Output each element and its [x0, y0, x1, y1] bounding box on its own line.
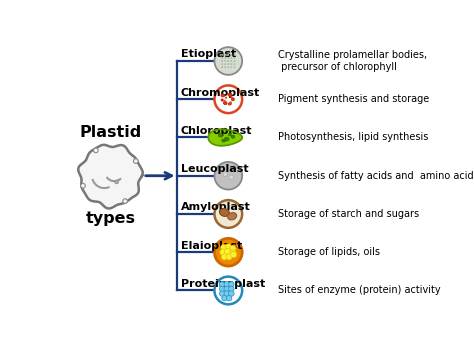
- Text: types: types: [85, 211, 136, 226]
- Circle shape: [228, 54, 229, 56]
- Text: Storage of lipids, oils: Storage of lipids, oils: [278, 247, 380, 257]
- Circle shape: [214, 162, 242, 190]
- Circle shape: [214, 85, 242, 113]
- Circle shape: [223, 100, 226, 102]
- Text: Chloroplast: Chloroplast: [181, 126, 252, 136]
- Circle shape: [228, 282, 234, 287]
- Circle shape: [219, 282, 225, 287]
- Circle shape: [230, 245, 236, 252]
- Circle shape: [224, 66, 226, 68]
- Circle shape: [230, 96, 233, 98]
- Circle shape: [214, 200, 242, 228]
- Circle shape: [123, 199, 128, 203]
- Text: Leucoplast: Leucoplast: [181, 164, 248, 174]
- Text: Proteinoplast: Proteinoplast: [181, 279, 265, 289]
- Circle shape: [93, 148, 98, 153]
- Circle shape: [234, 54, 236, 56]
- Circle shape: [224, 291, 229, 296]
- Circle shape: [228, 291, 234, 296]
- Circle shape: [224, 54, 226, 56]
- Circle shape: [226, 254, 232, 260]
- Circle shape: [227, 295, 232, 301]
- Text: Crystalline prolamellar bodies,
 precursor of chlorophyll: Crystalline prolamellar bodies, precurso…: [278, 50, 427, 72]
- Circle shape: [221, 254, 228, 260]
- Circle shape: [230, 54, 232, 56]
- Text: Amyloplast: Amyloplast: [181, 203, 250, 212]
- Text: Plastid: Plastid: [79, 125, 142, 140]
- Polygon shape: [78, 145, 143, 208]
- Circle shape: [214, 277, 242, 304]
- Ellipse shape: [223, 102, 227, 105]
- Circle shape: [228, 286, 234, 292]
- Ellipse shape: [225, 137, 229, 141]
- Ellipse shape: [219, 208, 229, 216]
- Circle shape: [228, 57, 229, 59]
- Circle shape: [221, 63, 223, 65]
- Circle shape: [230, 250, 236, 256]
- Circle shape: [221, 66, 223, 68]
- Text: Sites of enzyme (protein) activity: Sites of enzyme (protein) activity: [278, 285, 440, 295]
- Circle shape: [230, 57, 232, 59]
- Circle shape: [214, 238, 242, 266]
- Circle shape: [234, 60, 236, 62]
- Polygon shape: [208, 129, 242, 146]
- Ellipse shape: [222, 139, 226, 142]
- Circle shape: [221, 60, 223, 62]
- Circle shape: [223, 172, 228, 176]
- Circle shape: [228, 60, 229, 62]
- Circle shape: [221, 54, 223, 56]
- Circle shape: [224, 282, 229, 287]
- Circle shape: [220, 249, 226, 255]
- Circle shape: [234, 66, 236, 68]
- Ellipse shape: [228, 93, 232, 96]
- Circle shape: [229, 175, 234, 180]
- Ellipse shape: [221, 94, 225, 97]
- Text: Chromoplast: Chromoplast: [181, 88, 260, 98]
- Ellipse shape: [219, 133, 223, 137]
- Circle shape: [224, 63, 226, 65]
- Text: Elaioplast: Elaioplast: [181, 241, 242, 251]
- Text: Pigment synthesis and storage: Pigment synthesis and storage: [278, 94, 429, 104]
- Circle shape: [230, 63, 232, 65]
- Circle shape: [219, 286, 225, 292]
- Text: Storage of starch and sugars: Storage of starch and sugars: [278, 209, 419, 219]
- Circle shape: [234, 63, 236, 65]
- Ellipse shape: [231, 135, 235, 138]
- Text: Etioplast: Etioplast: [181, 49, 236, 60]
- Circle shape: [230, 60, 232, 62]
- Circle shape: [234, 57, 236, 59]
- Circle shape: [231, 252, 237, 258]
- Circle shape: [221, 57, 223, 59]
- Circle shape: [222, 295, 227, 301]
- Ellipse shape: [231, 98, 235, 101]
- Circle shape: [225, 244, 231, 250]
- Ellipse shape: [228, 133, 231, 136]
- Circle shape: [81, 183, 85, 188]
- Circle shape: [219, 291, 225, 296]
- Ellipse shape: [228, 213, 237, 220]
- Text: Synthesis of fatty acids and  amino acids: Synthesis of fatty acids and amino acids: [278, 171, 474, 181]
- Circle shape: [230, 66, 232, 68]
- Ellipse shape: [228, 103, 231, 105]
- Circle shape: [229, 101, 232, 103]
- Circle shape: [224, 57, 226, 59]
- Circle shape: [115, 180, 118, 184]
- Circle shape: [134, 159, 138, 164]
- Circle shape: [228, 63, 229, 65]
- Circle shape: [225, 96, 227, 99]
- Circle shape: [224, 60, 226, 62]
- Circle shape: [214, 47, 242, 75]
- Circle shape: [228, 66, 229, 68]
- Circle shape: [224, 286, 229, 292]
- Circle shape: [225, 248, 231, 254]
- Circle shape: [220, 245, 227, 251]
- Text: Photosynthesis, lipid synthesis: Photosynthesis, lipid synthesis: [278, 133, 428, 142]
- Ellipse shape: [221, 99, 223, 101]
